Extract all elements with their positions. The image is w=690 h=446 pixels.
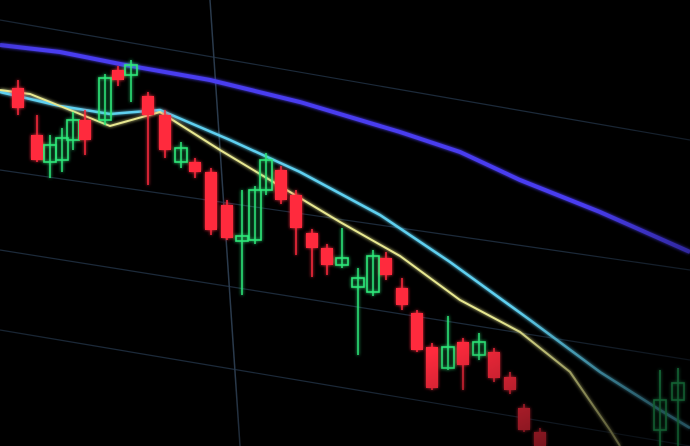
vignette [0, 0, 690, 446]
candlestick-chart-photo [0, 0, 690, 446]
